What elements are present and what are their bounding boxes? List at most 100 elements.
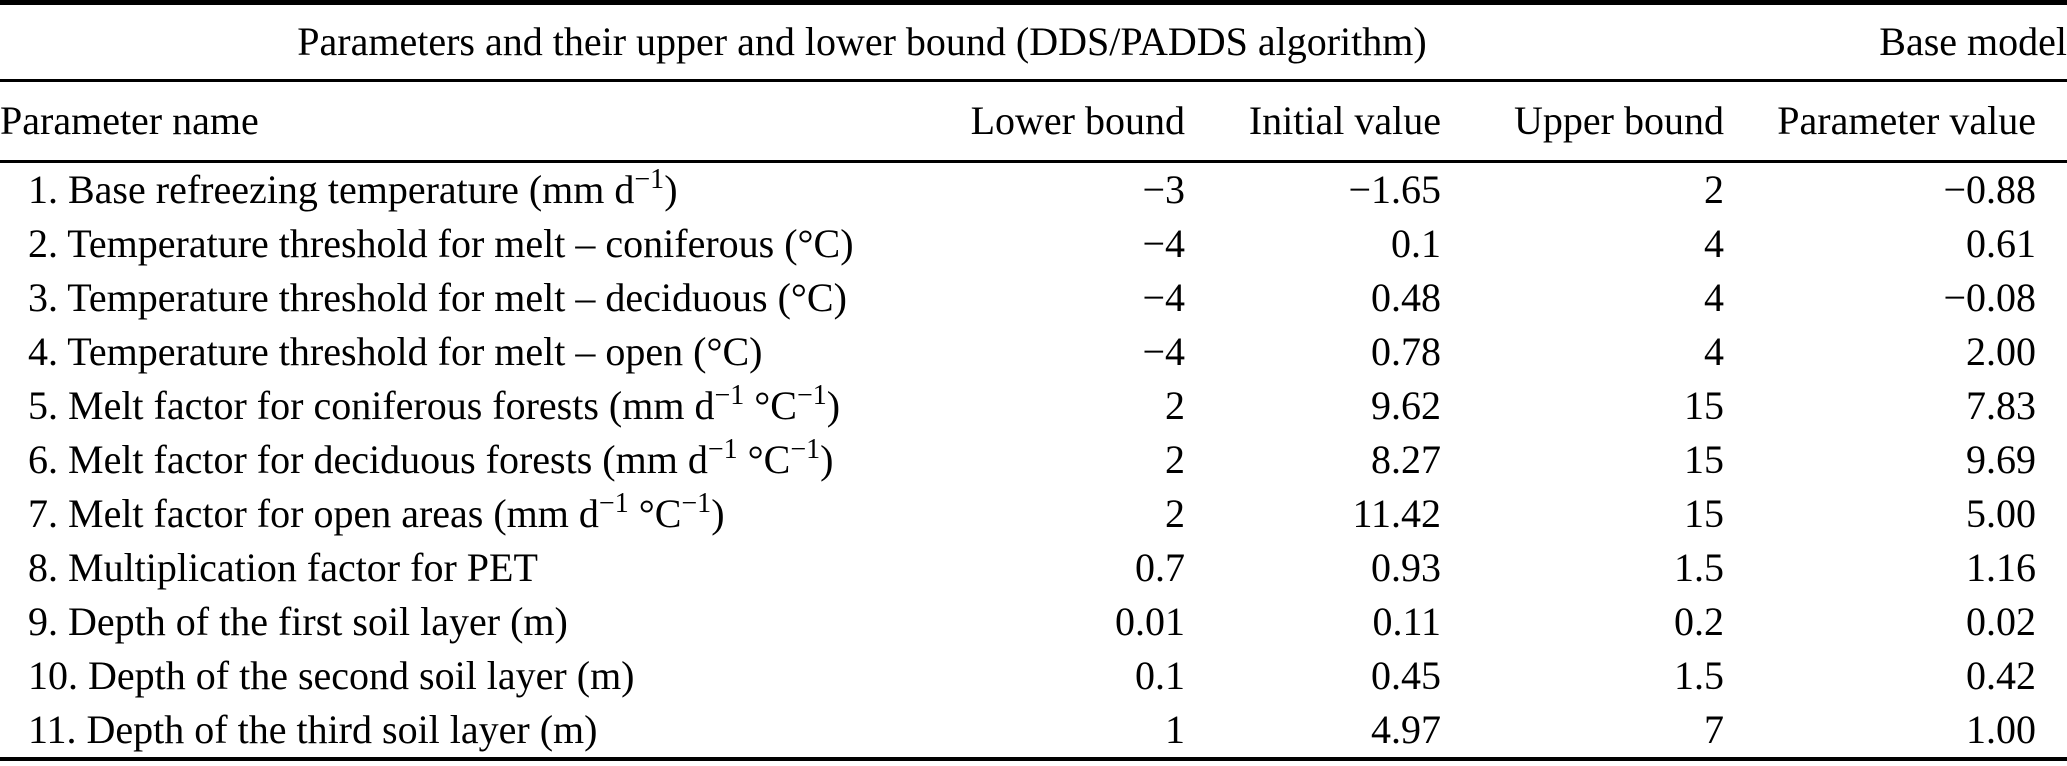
lower-bound-cell: −4 (1142, 221, 1185, 266)
parameter-value-cell: 2.00 (1966, 329, 2036, 374)
parameter-value-cell: 5.00 (1966, 491, 2036, 536)
lower-bound-cell: 2 (1165, 437, 1185, 482)
text-segment: 7. Melt factor for open areas (mm d (28, 491, 599, 536)
parameter-value-cell: 9.69 (1966, 437, 2036, 482)
table-body: 1. Base refreezing temperature (mm d−1) … (0, 162, 2067, 760)
table-row: 8. Multiplication factor for PET 0.7 0.9… (0, 541, 2067, 595)
parameter-value-cell: −0.88 (1943, 167, 2036, 212)
table-row: 7. Melt factor for open areas (mm d−1 °C… (0, 487, 2067, 541)
base-model-label: Base model (1724, 2, 2067, 82)
text-segment: 6. Melt factor for deciduous forests (mm… (28, 437, 708, 482)
lower-bound-cell: 2 (1165, 491, 1185, 536)
text-segment: ) (826, 383, 841, 428)
superscript-segment: −1 (796, 379, 827, 411)
upper-bound-cell: 15 (1684, 437, 1724, 482)
text-segment: 3. Temperature threshold for melt – deci… (28, 275, 847, 320)
table-row: 2. Temperature threshold for melt – coni… (0, 217, 2067, 271)
text-segment: 8. Multiplication factor for PET (28, 545, 538, 590)
text-segment: 2. Temperature threshold for melt – coni… (28, 221, 854, 266)
lower-bound-cell: 0.1 (1135, 653, 1185, 698)
parameter-value-cell: 0.42 (1966, 653, 2036, 698)
text-segment: °C (744, 383, 797, 428)
table-title: Parameters and their upper and lower bou… (0, 2, 1724, 82)
table-row: 11. Depth of the third soil layer (m) 1 … (0, 703, 2067, 759)
lower-bound-cell: 0.01 (1115, 599, 1185, 644)
upper-bound-cell: 4 (1704, 329, 1724, 374)
upper-bound-cell: 15 (1684, 383, 1724, 428)
lower-bound-cell: −3 (1142, 167, 1185, 212)
initial-value-cell: 0.78 (1371, 329, 1441, 374)
initial-value-cell: 11.42 (1352, 491, 1441, 536)
text-segment: ) (664, 167, 678, 212)
parameter-name-cell: 9. Depth of the first soil layer (m) (0, 595, 905, 649)
column-header-lower-bound: Lower bound (905, 80, 1185, 163)
table-row: 6. Melt factor for deciduous forests (mm… (0, 433, 2067, 487)
table-row: 1. Base refreezing temperature (mm d−1) … (0, 162, 2067, 218)
parameter-name-cell: 7. Melt factor for open areas (mm d−1 °C… (0, 487, 905, 541)
column-header-upper-bound: Upper bound (1441, 80, 1724, 163)
table-row: 9. Depth of the first soil layer (m) 0.0… (0, 595, 2067, 649)
table-head: Parameters and their upper and lower bou… (0, 2, 2067, 163)
initial-value-cell: 4.97 (1371, 707, 1441, 752)
parameter-value-cell: 1.16 (1966, 545, 2036, 590)
text-segment: 4. Temperature threshold for melt – open… (28, 329, 763, 374)
column-header-parameter-name: Parameter name (0, 80, 905, 163)
upper-bound-cell: 15 (1684, 491, 1724, 536)
initial-value-cell: 0.45 (1371, 653, 1441, 698)
parameter-value-cell: −0.08 (1943, 275, 2036, 320)
parameter-name-cell: 8. Multiplication factor for PET (0, 541, 905, 595)
lower-bound-cell: −4 (1142, 329, 1185, 374)
text-segment: °C (737, 437, 791, 482)
table-row: 5. Melt factor for coniferous forests (m… (0, 379, 2067, 433)
text-segment: 11. Depth of the third soil layer (m) (28, 707, 598, 752)
table-row: 3. Temperature threshold for melt – deci… (0, 271, 2067, 325)
text-segment: 5. Melt factor for coniferous forests (m… (28, 383, 715, 428)
parameter-name-cell: 11. Depth of the third soil layer (m) (0, 703, 905, 759)
initial-value-cell: 0.11 (1372, 599, 1441, 644)
superscript-segment: −1 (707, 433, 738, 465)
text-segment: 9. Depth of the first soil layer (m) (28, 599, 568, 644)
column-header-initial-value: Initial value (1185, 80, 1441, 163)
parameter-name-cell: 1. Base refreezing temperature (mm d−1) (0, 162, 905, 218)
initial-value-cell: 8.27 (1371, 437, 1441, 482)
superscript-segment: −1 (634, 163, 665, 195)
parameter-name-cell: 5. Melt factor for coniferous forests (m… (0, 379, 905, 433)
initial-value-cell: 0.1 (1391, 221, 1441, 266)
upper-bound-cell: 1.5 (1674, 653, 1724, 698)
parameter-value-cell: 1.00 (1966, 707, 2036, 752)
upper-bound-cell: 4 (1704, 221, 1724, 266)
initial-value-cell: 9.62 (1371, 383, 1441, 428)
upper-bound-cell: 2 (1704, 167, 1724, 212)
parameter-name-cell: 4. Temperature threshold for melt – open… (0, 325, 905, 379)
parameter-name-cell: 6. Melt factor for deciduous forests (mm… (0, 433, 905, 487)
upper-bound-cell: 7 (1704, 707, 1724, 752)
superscript-segment: −1 (598, 487, 629, 519)
parameter-name-cell: 3. Temperature threshold for melt – deci… (0, 271, 905, 325)
parameter-name-cell: 2. Temperature threshold for melt – coni… (0, 217, 905, 271)
parameter-value-cell: 0.61 (1966, 221, 2036, 266)
initial-value-cell: −1.65 (1348, 167, 1441, 212)
upper-bound-cell: 1.5 (1674, 545, 1724, 590)
parameter-name-cell: 10. Depth of the second soil layer (m) (0, 649, 905, 703)
initial-value-cell: 0.48 (1371, 275, 1441, 320)
text-segment: ) (820, 437, 834, 482)
lower-bound-cell: 0.7 (1135, 545, 1185, 590)
column-header-row: Parameter name Lower bound Initial value… (0, 80, 2067, 163)
text-segment: ) (711, 491, 725, 536)
parameter-value-cell: 0.02 (1966, 599, 2036, 644)
text-segment: 1. Base refreezing temperature (mm d (28, 167, 635, 212)
lower-bound-cell: 1 (1165, 707, 1185, 752)
text-segment: 10. Depth of the second soil layer (m) (28, 653, 635, 698)
lower-bound-cell: −4 (1142, 275, 1185, 320)
table-row: 10. Depth of the second soil layer (m) 0… (0, 649, 2067, 703)
superscript-segment: −1 (681, 487, 712, 519)
initial-value-cell: 0.93 (1371, 545, 1441, 590)
lower-bound-cell: 2 (1165, 383, 1185, 428)
upper-bound-cell: 0.2 (1674, 599, 1724, 644)
table-row: 4. Temperature threshold for melt – open… (0, 325, 2067, 379)
text-segment: °C (628, 491, 682, 536)
upper-bound-cell: 4 (1704, 275, 1724, 320)
column-header-parameter-value: Parameter value (1724, 80, 2067, 163)
